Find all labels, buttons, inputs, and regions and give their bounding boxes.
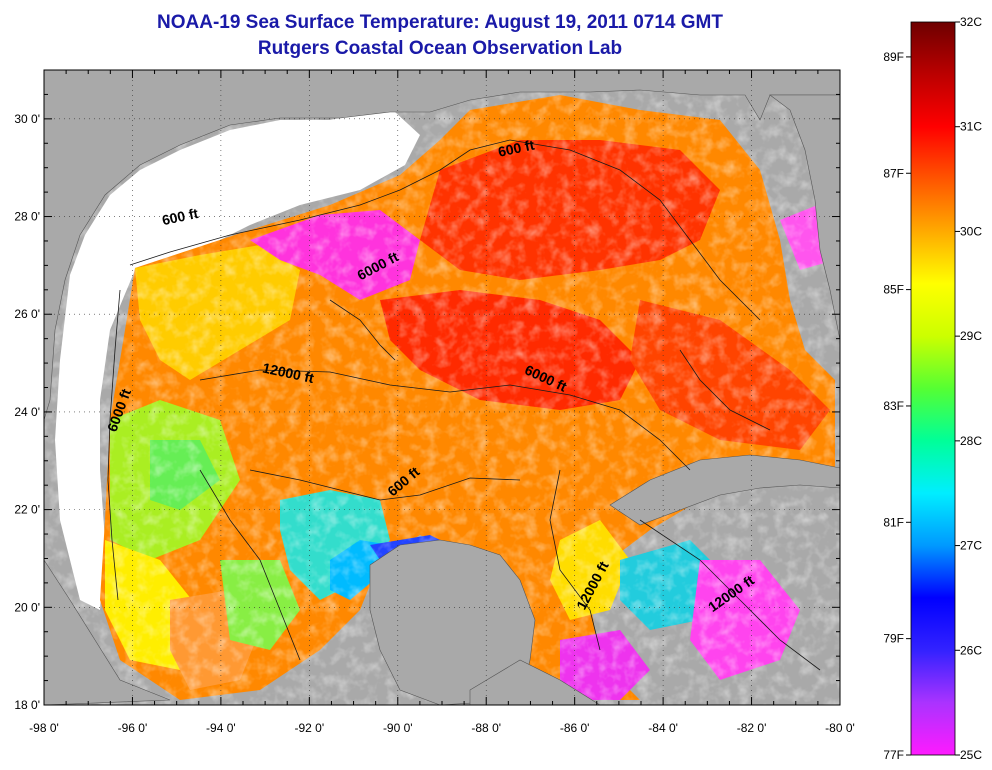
fahrenheit-label: 81F — [883, 515, 904, 529]
lon-tick-label: -96 0' — [118, 721, 148, 735]
fahrenheit-label: 87F — [883, 166, 904, 180]
lon-tick-label: -86 0' — [560, 721, 590, 735]
map-subtitle: Rutgers Coastal Ocean Observation Lab — [257, 38, 623, 59]
fahrenheit-label: 89F — [883, 50, 904, 64]
celsius-label: 29C — [960, 329, 982, 343]
lat-tick-label: 26 0' — [14, 307, 40, 321]
lat-tick-label: 28 0' — [14, 210, 40, 224]
lat-tick-label: 20 0' — [14, 600, 40, 614]
celsius-label: 26C — [960, 643, 982, 657]
colorbar-gradient — [910, 21, 956, 756]
lon-tick-label: -82 0' — [737, 721, 767, 735]
lon-tick-label: -92 0' — [295, 721, 325, 735]
fahrenheit-label: 79F — [883, 632, 904, 646]
lon-tick-label: -88 0' — [471, 721, 501, 735]
celsius-label: 31C — [960, 120, 982, 134]
lon-tick-label: -98 0' — [29, 721, 59, 735]
lon-tick-label: -94 0' — [206, 721, 236, 735]
celsius-label: 32C — [960, 15, 982, 29]
celsius-label: 25C — [960, 748, 982, 762]
axis-ticks: -98 0' -96 0' -94 0' -92 0' -90 0' -88 0' -86 … — [14, 69, 855, 735]
lat-tick-label: 18 0' — [14, 698, 40, 712]
fahrenheit-label: 83F — [883, 399, 904, 413]
lat-tick-label: 24 0' — [14, 405, 40, 419]
celsius-label: 30C — [960, 224, 982, 238]
lat-tick-label: 30 0' — [14, 112, 40, 126]
map-title: NOAA-19 Sea Surface Temperature: August … — [157, 12, 723, 33]
lon-tick-label: -84 0' — [648, 721, 678, 735]
colorbar-labels: 32C 31C 30C 29C 28C 27C 26C 25C 89F 87F 85F 83F 81F 7… — [883, 15, 982, 762]
depth-contour-label: 600 ft — [160, 205, 199, 228]
lon-tick-label: -80 0' — [825, 721, 855, 735]
fahrenheit-label: 85F — [883, 283, 904, 297]
land-masses — [44, 70, 840, 705]
celsius-label: 27C — [960, 539, 982, 553]
fahrenheit-label: 77F — [883, 748, 904, 762]
celsius-label: 28C — [960, 434, 982, 448]
graticule — [44, 70, 840, 705]
depth-contour-label: 600 ft — [497, 136, 536, 159]
lat-tick-label: 22 0' — [14, 503, 40, 517]
lon-tick-label: -90 0' — [383, 721, 413, 735]
depth-contours — [107, 139, 821, 671]
